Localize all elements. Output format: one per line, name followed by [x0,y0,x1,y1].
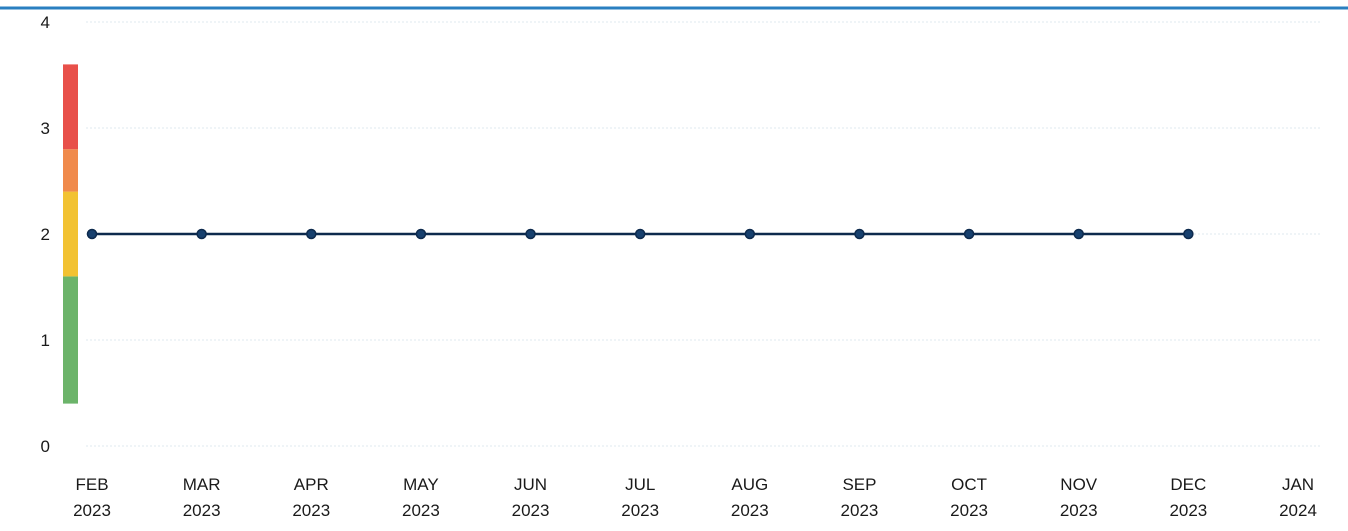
data-point [1183,228,1194,240]
x-tick-year: 2023 [402,501,440,520]
risk-band-segment [63,149,78,192]
y-tick-label: 1 [41,331,50,350]
y-axis: 0 1 2 3 4 [41,13,50,456]
series-group [86,228,1194,240]
x-tick-month: MAY [403,475,439,494]
x-tick-year: 2024 [1279,501,1317,520]
y-tick-label: 4 [41,13,50,32]
x-tick-month: JAN [1282,475,1314,494]
x-tick-month: JUL [625,475,655,494]
risk-band [63,64,78,404]
x-tick-month: AUG [731,475,768,494]
x-tick-month: JUN [514,475,547,494]
x-tick-month: APR [294,475,329,494]
data-point [525,228,536,240]
x-tick-month: OCT [951,475,987,494]
y-tick-label: 0 [41,437,50,456]
y-tick-label: 2 [41,225,50,244]
data-point [86,228,98,240]
x-tick-month: NOV [1060,475,1098,494]
y-tick-label: 3 [41,119,50,138]
x-tick-month: DEC [1170,475,1206,494]
data-point [744,228,756,240]
data-point [963,228,975,240]
x-tick-year: 2023 [183,501,221,520]
x-tick-year: 2023 [1169,501,1207,520]
x-tick-month: FEB [75,475,108,494]
x-tick-year: 2023 [292,501,330,520]
x-tick-year: 2023 [73,501,111,520]
data-point [634,228,646,240]
x-tick-year: 2023 [841,501,879,520]
data-point [1073,228,1084,240]
data-point [196,228,207,240]
data-point [306,228,317,240]
x-tick-year: 2023 [950,501,988,520]
x-tick-year: 2023 [621,501,659,520]
x-axis: FEB 2023 MAR 2023 APR 2023 MAY 2023 JUN 2023 JUL 20… [73,475,1317,520]
data-point [415,228,427,240]
risk-band-segment [63,276,78,404]
x-tick-month: SEP [842,475,876,494]
x-tick-year: 2023 [731,501,769,520]
x-tick-year: 2023 [1060,501,1098,520]
risk-band-segment [63,191,78,277]
risk-band-segment [63,64,78,150]
x-tick-year: 2023 [512,501,550,520]
data-point [854,228,865,240]
x-tick-month: MAR [183,475,221,494]
